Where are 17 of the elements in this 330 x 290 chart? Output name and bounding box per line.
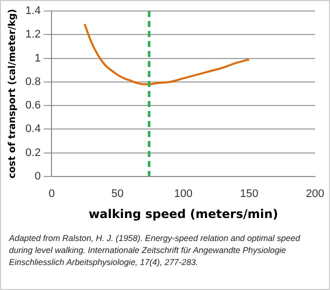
y-tick-label: 0.8 bbox=[25, 76, 41, 88]
x-tick-label: 100 bbox=[174, 188, 193, 200]
y-tick-label: 0.6 bbox=[25, 100, 41, 112]
y-tick-label: 1.4 bbox=[25, 5, 41, 18]
text: Adapted from Ralston, H. J. (1958). Energy-speed relation and optimal speed during level walking. Internationale Zeitschrift für Angewandte Physiologie Einschliesslich Arbeitsphysiologie, 17(4), 277-283. bbox=[8, 232, 302, 268]
x-axis-title: walking speed (meters/min) bbox=[88, 206, 278, 221]
x-tick-label: 50 bbox=[111, 188, 124, 200]
y-axis-title: cost of transport (cal/meter/kg) bbox=[7, 8, 18, 179]
x-tick-label: 150 bbox=[240, 188, 258, 200]
line-series bbox=[84, 22, 250, 86]
y-tick-label: 0 bbox=[34, 170, 41, 182]
y-tick-label: 1 bbox=[34, 52, 41, 64]
y-tick-label: 0.2 bbox=[25, 146, 41, 159]
x-tick-label: 0 bbox=[48, 188, 55, 200]
y-tick-label: 0.4 bbox=[25, 123, 41, 136]
y-tick-label: 1.2 bbox=[25, 28, 41, 41]
x-tick-label: 200 bbox=[306, 188, 324, 200]
